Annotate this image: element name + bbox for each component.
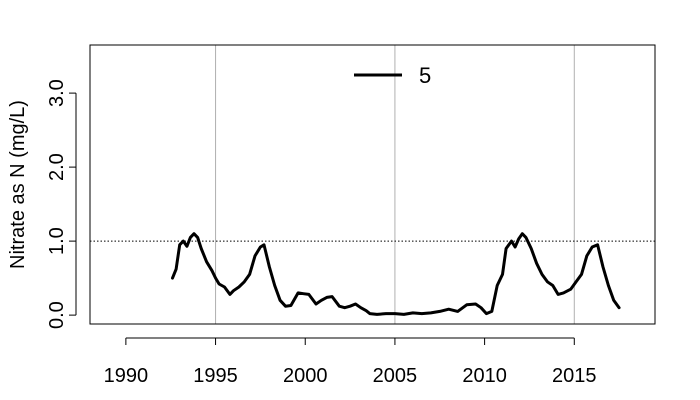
gridlines bbox=[215, 45, 575, 324]
x-tick-label: 1995 bbox=[193, 365, 238, 387]
x-tick-label: 2015 bbox=[552, 365, 597, 387]
y-tick-label: 3.0 bbox=[46, 79, 68, 107]
legend: 5 bbox=[354, 63, 431, 88]
y-tick-label: 1.0 bbox=[46, 227, 68, 255]
x-tick-label: 2005 bbox=[373, 365, 418, 387]
plot-frame bbox=[89, 44, 656, 325]
legend-label: 5 bbox=[419, 63, 431, 88]
x-tick-label: 1990 bbox=[104, 365, 149, 387]
y-axis: 0.0 1.0 2.0 3.0 bbox=[46, 79, 77, 329]
series-line bbox=[171, 232, 621, 316]
y-tick-label: 0.0 bbox=[46, 301, 68, 329]
x-tick-label: 2010 bbox=[462, 365, 507, 387]
series-group bbox=[171, 232, 621, 316]
y-tick-label: 2.0 bbox=[46, 153, 68, 181]
x-axis: 1990 1995 2000 2005 2010 2015 bbox=[104, 337, 597, 387]
y-axis-title: Nitrate as N (mg/L) bbox=[7, 100, 29, 269]
x-tick-label: 2000 bbox=[283, 365, 328, 387]
